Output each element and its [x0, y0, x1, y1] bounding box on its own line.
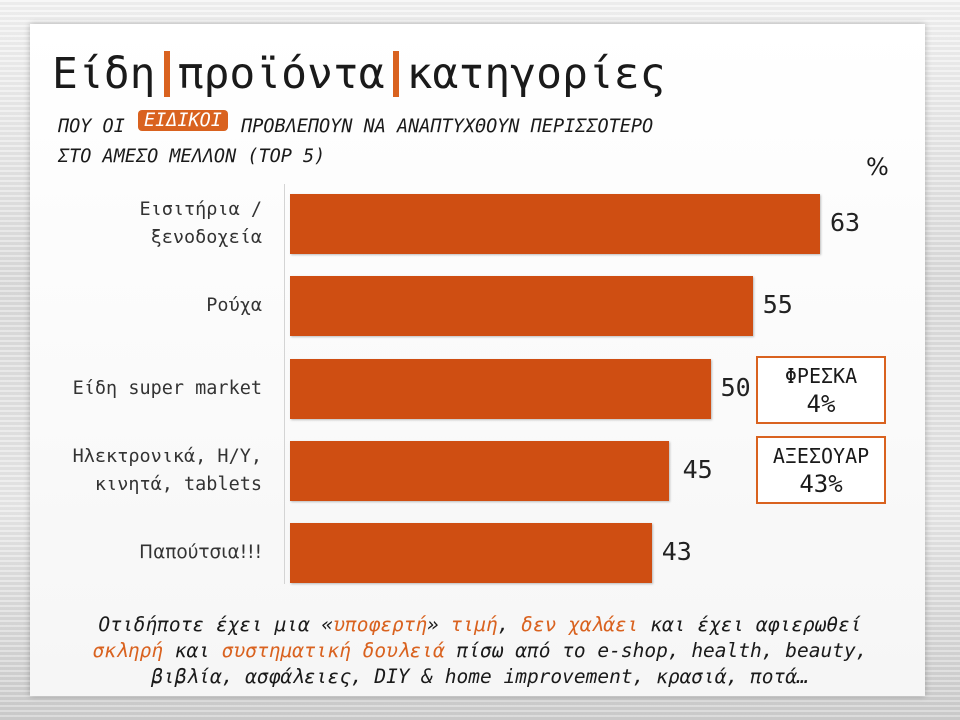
subtitle-line-1: ΠΟΥ ΟΙ ΕΙΔΙΚΟΙ ΠΡΟΒΛΕΠΟΥΝ ΝΑ ΑΝΑΠΤΥΧΘΟΥΝ…: [58, 110, 654, 137]
footer-text: »: [427, 613, 451, 636]
category-label-4: Ηλεκτρονικά, Η/Υ, κινητά, tablets: [72, 446, 262, 495]
category-label-3: Είδη super market: [72, 378, 262, 399]
footer-text: βιβλία, ασφάλειες, DIY & home improvemen…: [151, 665, 809, 688]
title-part-1: Είδη: [52, 49, 156, 99]
unit-label: %: [866, 153, 889, 181]
subtitle-suffix: ΠΡΟΒΛΕΠΟΥΝ ΝΑ ΑΝΑΠΤΥΧΘΟΥΝ ΠΕΡΙΣΣΟΤΕΡΟ: [241, 116, 654, 137]
category-axis-line: [284, 184, 285, 584]
title-part-2: προϊόντα: [177, 49, 385, 99]
callout-label: ΑΞΕΣΟΥΑΡ: [772, 444, 870, 468]
callout-value: 43%: [799, 470, 843, 498]
bar-3: [290, 359, 711, 419]
value-label-2: 55: [762, 290, 793, 319]
footer-text: ,: [497, 613, 522, 636]
callout-box-1: ΦΡΕΣΚΑ 4%: [756, 356, 886, 424]
bar-4: [290, 441, 669, 501]
subtitle-prefix: ΠΟΥ ΟΙ: [58, 116, 125, 137]
footer-text: και έχει αφιερωθεί: [638, 613, 862, 636]
callout-value: 4%: [806, 390, 836, 418]
bar-2: [290, 276, 753, 336]
category-label-2: Ρούχα: [206, 295, 262, 316]
footer-highlight: δεν χαλάει: [521, 613, 639, 636]
footer-text: πίσω από το e-shop, health, beauty,: [444, 639, 868, 662]
footer-highlight: σκληρή: [92, 639, 164, 662]
value-label-3: 50: [720, 373, 751, 402]
category-label-5: Παπούτσια!!!: [139, 542, 262, 563]
footer-highlight: υποφερτή: [333, 613, 428, 636]
footer-highlight: συστηματική δουλειά: [221, 639, 445, 662]
footer-highlight: τιμή: [450, 613, 498, 636]
callout-label: ΦΡΕΣΚΑ: [784, 364, 858, 388]
footer-text: Οτιδήποτε έχει μια «: [98, 613, 334, 636]
subtitle-line-2: ΣΤΟ ΑΜΕΣΟ ΜΕΛΛΟΝ (TOP 5): [58, 146, 326, 167]
experts-badge: ΕΙΔΙΚΟΙ: [137, 110, 228, 131]
title-part-3: κατηγορίες: [406, 49, 666, 99]
footer-text: και: [163, 639, 222, 662]
value-label-5: 43: [661, 537, 692, 566]
callout-box-2: ΑΞΕΣΟΥΑΡ 43%: [756, 436, 886, 504]
footer-line-3: βιβλία, ασφάλειες, DIY & home improvemen…: [40, 664, 920, 690]
title-separator: [163, 51, 170, 97]
slide-title: Είδη προϊόντα κατηγορίες: [52, 44, 666, 104]
value-label-4: 45: [682, 455, 713, 484]
value-label-1: 63: [830, 208, 861, 237]
bar-1: [290, 194, 820, 254]
footer-line-2: σκληρή και συστηματική δουλειά πίσω από …: [40, 638, 920, 664]
title-separator: [392, 51, 399, 97]
footer-line-1: Οτιδήποτε έχει μια «υποφερτή» τιμή, δεν …: [40, 612, 920, 638]
category-label-1: Εισιτήρια / ξενοδοχεία: [139, 199, 262, 248]
bar-5: [290, 523, 652, 583]
